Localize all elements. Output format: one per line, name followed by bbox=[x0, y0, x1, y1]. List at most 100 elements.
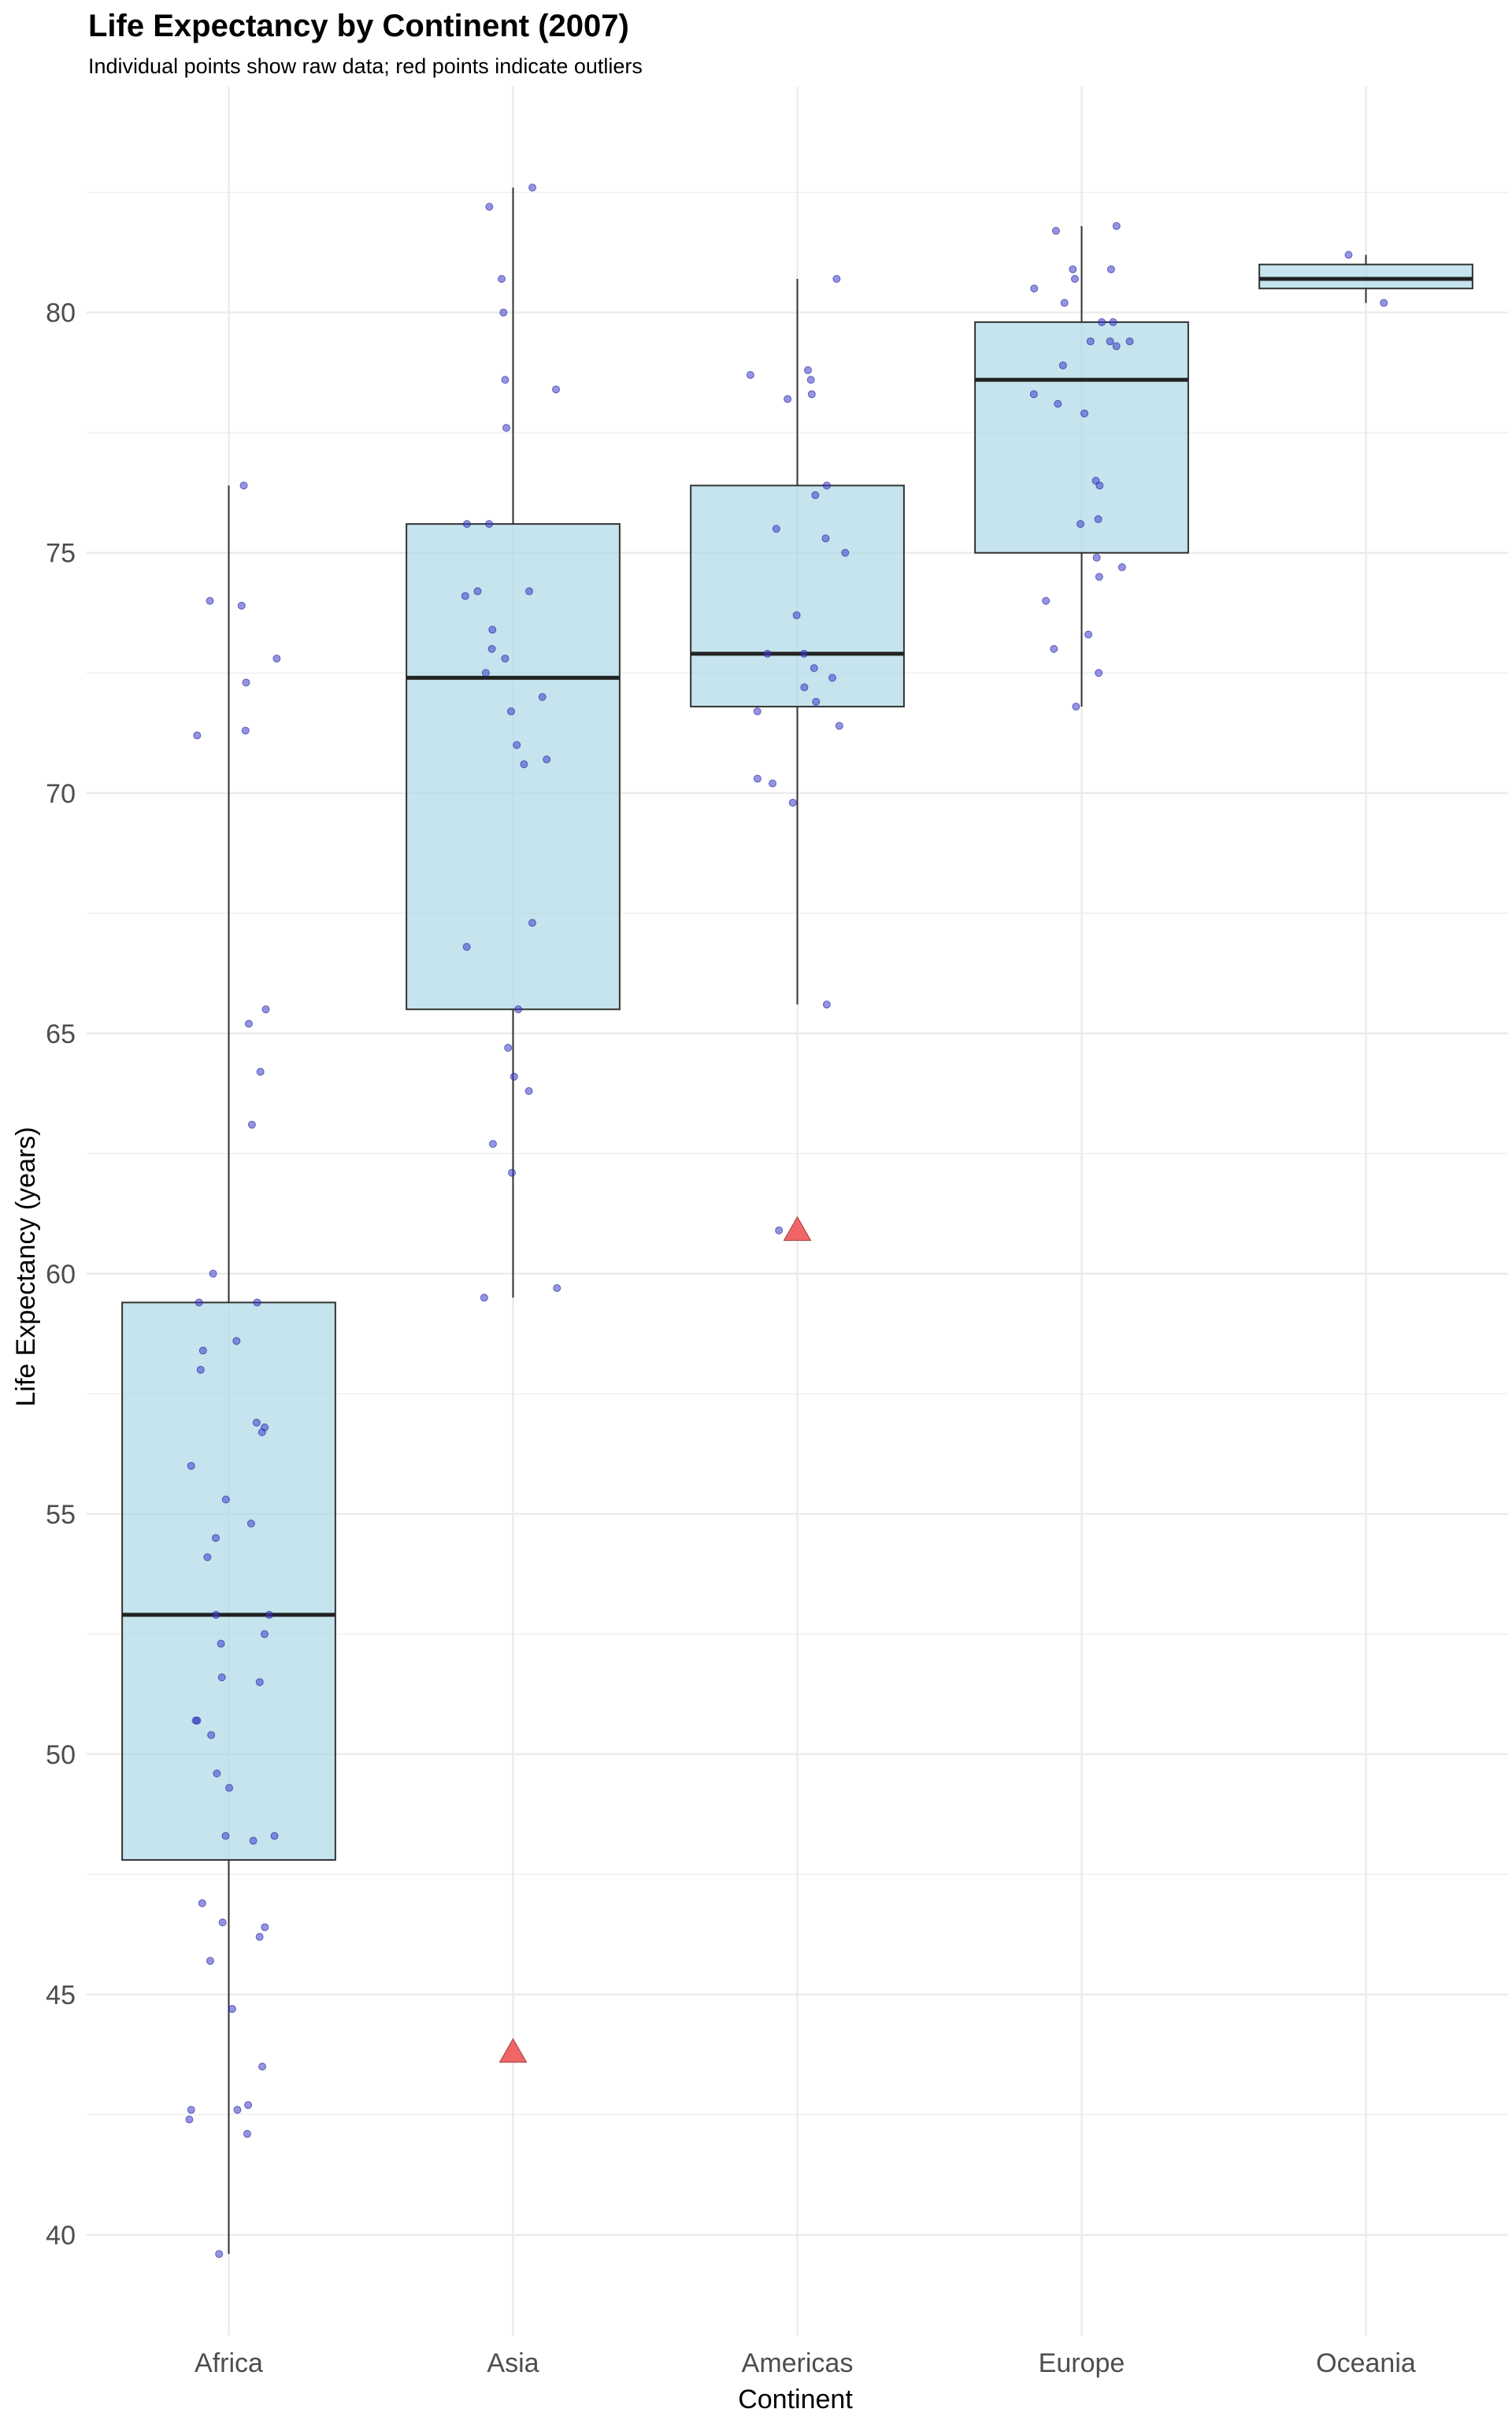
y-tick-label: 70 bbox=[46, 779, 76, 809]
data-point bbox=[261, 1005, 270, 1014]
data-point bbox=[799, 649, 808, 658]
data-point bbox=[461, 592, 469, 600]
data-point bbox=[1072, 702, 1080, 711]
y-tick-label: 65 bbox=[46, 1019, 76, 1049]
data-point bbox=[513, 740, 521, 749]
data-point bbox=[215, 2250, 224, 2259]
chart-subtitle: Individual points show raw data; red poi… bbox=[88, 54, 643, 78]
data-point bbox=[187, 1461, 195, 1470]
data-point bbox=[480, 1294, 488, 1302]
data-point bbox=[1344, 251, 1353, 259]
data-point bbox=[1092, 553, 1101, 562]
data-point bbox=[206, 1957, 214, 1965]
data-point bbox=[502, 424, 510, 432]
data-point bbox=[261, 1923, 269, 1932]
data-point bbox=[237, 601, 246, 610]
data-point bbox=[462, 942, 471, 951]
data-point bbox=[504, 1044, 513, 1052]
data-point bbox=[221, 1832, 230, 1840]
data-point bbox=[1060, 299, 1069, 307]
data-point bbox=[788, 798, 797, 807]
y-tick-label: 75 bbox=[46, 539, 76, 569]
data-point bbox=[841, 548, 850, 557]
data-point bbox=[265, 1610, 273, 1619]
data-point bbox=[1112, 221, 1121, 230]
data-point bbox=[198, 1346, 207, 1355]
data-point bbox=[810, 664, 818, 673]
data-point bbox=[528, 919, 536, 927]
data-point bbox=[473, 587, 482, 596]
data-point bbox=[232, 1337, 241, 1345]
data-point bbox=[1106, 265, 1115, 273]
data-point bbox=[1077, 520, 1085, 529]
data-point bbox=[196, 1365, 205, 1374]
data-point bbox=[261, 1630, 269, 1639]
data-point bbox=[1051, 227, 1060, 236]
data-point bbox=[1029, 390, 1038, 399]
data-point bbox=[252, 1418, 261, 1427]
x-tick-label: Africa bbox=[195, 2348, 263, 2378]
data-point bbox=[233, 2106, 242, 2114]
data-point bbox=[228, 2005, 236, 2014]
x-tick-label: Oceania bbox=[1316, 2348, 1416, 2378]
data-point bbox=[1050, 644, 1058, 653]
box bbox=[406, 523, 621, 1011]
data-point bbox=[488, 1140, 497, 1149]
data-point bbox=[1117, 563, 1126, 572]
data-point bbox=[1095, 669, 1103, 677]
data-point bbox=[506, 707, 515, 716]
data-point bbox=[553, 1284, 561, 1293]
data-point bbox=[800, 683, 809, 692]
data-point bbox=[835, 722, 843, 730]
data-point bbox=[1054, 399, 1062, 408]
data-point bbox=[187, 2106, 195, 2114]
data-point bbox=[241, 726, 250, 735]
data-point bbox=[775, 1226, 784, 1234]
data-point bbox=[822, 481, 831, 490]
data-point bbox=[832, 275, 841, 284]
data-point bbox=[508, 1168, 517, 1177]
whiskers bbox=[228, 187, 1367, 2255]
data-point bbox=[1080, 409, 1088, 418]
data-point bbox=[185, 2115, 194, 2124]
data-point bbox=[485, 520, 494, 529]
data-point bbox=[243, 2129, 251, 2138]
data-point bbox=[213, 1769, 221, 1778]
data-point bbox=[543, 755, 551, 764]
data-point bbox=[198, 1899, 206, 1907]
data-point bbox=[1042, 596, 1051, 605]
data-point bbox=[1069, 265, 1077, 273]
y-tick-label: 80 bbox=[46, 299, 76, 328]
data-point bbox=[209, 1269, 217, 1278]
data-point bbox=[221, 1495, 230, 1504]
data-point bbox=[249, 1836, 258, 1845]
data-point bbox=[811, 491, 820, 499]
data-point bbox=[191, 1717, 200, 1725]
data-point bbox=[239, 481, 248, 490]
data-point bbox=[807, 390, 816, 399]
data-point bbox=[499, 308, 508, 317]
data-point bbox=[217, 1673, 226, 1682]
data-point bbox=[225, 1783, 234, 1792]
data-point bbox=[806, 376, 815, 384]
data-point bbox=[1109, 317, 1117, 326]
data-point bbox=[792, 611, 801, 620]
data-point bbox=[1380, 299, 1388, 307]
data-point bbox=[253, 1298, 261, 1307]
data-point bbox=[206, 596, 214, 605]
x-axis-title: Continent bbox=[738, 2385, 853, 2414]
y-tick-label: 55 bbox=[46, 1500, 76, 1530]
box bbox=[1258, 263, 1473, 290]
y-tick-label: 45 bbox=[46, 1980, 76, 2010]
data-point bbox=[501, 654, 510, 663]
data-point bbox=[1098, 317, 1106, 326]
outlier-marker bbox=[783, 1216, 812, 1242]
data-point bbox=[212, 1610, 220, 1619]
data-point bbox=[746, 371, 754, 380]
data-point bbox=[218, 1918, 227, 1927]
data-point bbox=[803, 366, 812, 374]
data-point bbox=[1095, 481, 1104, 490]
data-point bbox=[487, 644, 496, 653]
data-point bbox=[822, 1000, 831, 1009]
